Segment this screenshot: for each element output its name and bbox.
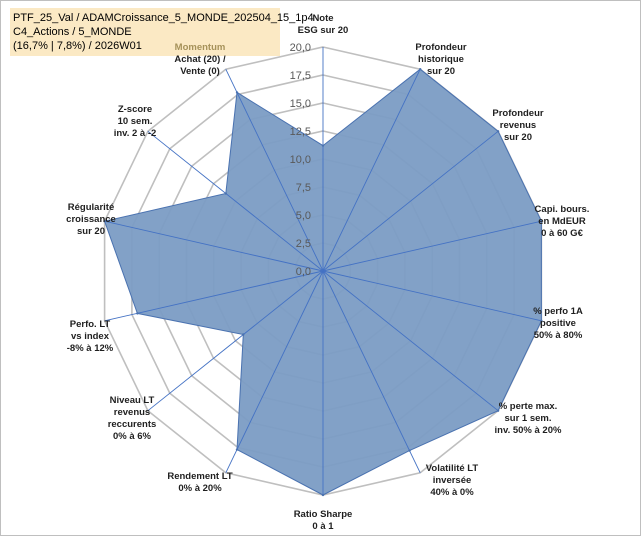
tick-label-4: 10,0 [290,154,311,166]
axis-label-11-line-2: vs index [71,331,110,342]
axis-label-12-line-3: sur 20 [77,226,105,237]
axis-label-1-line-2: ESG sur 20 [298,25,349,36]
axis-label-3-line-3: sur 20 [504,132,532,143]
data-point-1 [321,144,325,147]
axis-label-3: Profondeur revenus sur 20 [492,108,543,143]
chart-title-box: PTF_25_Val / ADAMCroissance_5_MONDE_2025… [10,8,314,56]
axis-label-2-line-2: historique [418,54,464,65]
axis-label-9: Rendement LT 0% à 20% [167,471,232,494]
tick-label-5: 12,5 [290,126,311,138]
spoke-13 [147,130,324,272]
data-point-9 [235,448,239,451]
axis-label-14-line-2: Achat (20) / [174,54,226,65]
axis-label-10-line-4: 0% à 6% [113,431,152,442]
axis-label-2-line-1: Profondeur [415,42,466,53]
data-point-7 [408,449,411,452]
axis-label-7-line-2: inversée [433,475,472,486]
data-point-4 [540,220,543,223]
axis-label-5: % perfo 1A positive 50% à 80% [533,306,583,341]
axis-label-13-line-3: inv. 2 à -2 [114,128,157,139]
axis-label-11-line-3: -8% à 12% [67,343,114,354]
axis-label-4: Capi. bours. en MdEUR 0 à 60 G€ [535,204,590,239]
chart-title-line-1: PTF_25_Val / ADAMCroissance_5_MONDE_2025… [13,12,314,24]
axis-label-14-line-3: Vente (0) [180,66,220,77]
data-point-2 [419,68,422,71]
data-point-11 [136,312,139,315]
data-point-12 [103,220,106,223]
axis-label-6-line-3: inv. 50% à 20% [495,425,562,436]
axis-label-10-line-2: revenus [114,407,150,418]
spoke-10 [147,270,324,412]
axis-label-8: Ratio Sharpe 0 à 1 [294,509,353,532]
axis-label-10-line-3: reccurents [108,419,157,430]
spoke-12 [104,220,324,272]
axis-label-2: Profondeur historique sur 20 [415,42,466,77]
spoke-3 [322,130,499,272]
data-point-3 [496,130,500,133]
tick-label-0: 0,0 [296,266,311,278]
axis-label-7-line-3: 40% à 0% [430,487,474,498]
axis-label-11: Perfo. LT vs index -8% à 12% [67,319,114,354]
axis-label-14: Momentum Achat (20) / Vente (0) [174,42,226,77]
spoke-9 [225,270,324,473]
axis-label-10: Niveau LT revenus reccurents 0% à 6% [108,395,157,442]
axis-label-4-line-3: 0 à 60 G€ [541,228,583,239]
spoke-7 [322,270,421,473]
axis-label-6-line-1: % perte max. [499,401,558,412]
spoke-6 [322,270,499,412]
axis-label-14-line-1: Momentum [175,42,226,53]
axis-label-6-line-2: sur 1 sem. [505,413,552,424]
axis-label-13: Z-score 10 sem. inv. 2 à -2 [114,104,157,139]
axis-label-7: Volatilité LT inversée 40% à 0% [426,463,479,498]
axis-label-1: Note ESG sur 20 [298,13,349,36]
data-point-10 [242,333,245,336]
axis-label-8-line-2: 0 à 1 [312,521,334,532]
data-point-5 [540,319,543,322]
axis-label-3-line-2: revenus [500,120,536,131]
axis-label-1-line-1: Note [312,13,333,24]
tick-label-2: 5,0 [296,210,311,222]
axis-label-2-line-3: sur 20 [427,66,455,77]
axis-label-12-line-2: croissance [66,214,116,225]
tick-label-1: 2,5 [296,238,311,250]
axis-label-13-line-1: Z-score [118,104,152,115]
axis-label-13-line-2: 10 sem. [118,116,153,127]
axis-label-4-line-2: en MdEUR [538,216,586,227]
axis-label-12-line-1: Régularité [68,202,114,213]
data-point-8 [321,493,325,497]
data-point-6 [496,409,500,412]
axis-label-5-line-2: positive [540,318,576,329]
axis-label-7-line-1: Volatilité LT [426,463,479,474]
spoke-5 [322,270,542,322]
spoke-11 [104,270,324,322]
data-point-13 [224,192,227,195]
axis-label-11-line-1: Perfo. LT [70,319,111,330]
spoke-2 [322,69,421,272]
tick-label-7: 17,5 [290,70,311,82]
tick-label-6: 15,0 [290,98,311,110]
data-point-14 [235,91,239,94]
axis-label-3-line-1: Profondeur [492,108,543,119]
tick-label-8: 20,0 [290,42,311,54]
axis-label-9-line-1: Rendement LT [167,471,232,482]
spoke-4 [322,220,542,272]
spoke-14 [225,69,324,272]
tick-label-3: 7,5 [296,182,311,194]
axis-label-8-line-1: Ratio Sharpe [294,509,353,520]
axis-label-5-line-1: % perfo 1A [533,306,583,317]
chart-title-line-2: C4_Actions / 5_MONDE [13,26,132,38]
axis-label-4-line-1: Capi. bours. [535,204,590,215]
axis-label-10-line-1: Niveau LT [110,395,155,406]
chart-title-line-3: (16,7% | 7,8%) / 2026W01 [13,40,142,52]
axis-label-6: % perte max. sur 1 sem. inv. 50% à 20% [495,401,562,436]
axis-label-5-line-3: 50% à 80% [534,330,583,341]
axis-label-9-line-2: 0% à 20% [178,483,222,494]
axis-label-12: Régularité croissance sur 20 [66,202,116,237]
